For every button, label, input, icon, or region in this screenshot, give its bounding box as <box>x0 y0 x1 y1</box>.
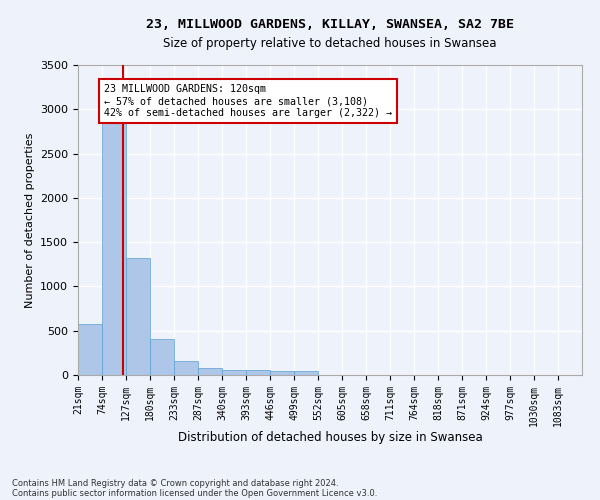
Text: Contains HM Land Registry data © Crown copyright and database right 2024.: Contains HM Land Registry data © Crown c… <box>12 478 338 488</box>
Text: Contains public sector information licensed under the Open Government Licence v3: Contains public sector information licen… <box>12 488 377 498</box>
Text: 23, MILLWOOD GARDENS, KILLAY, SWANSEA, SA2 7BE: 23, MILLWOOD GARDENS, KILLAY, SWANSEA, S… <box>146 18 514 30</box>
Bar <box>270 371 294 375</box>
Bar <box>222 370 246 375</box>
Bar <box>174 362 198 375</box>
X-axis label: Distribution of detached houses by size in Swansea: Distribution of detached houses by size … <box>178 432 482 444</box>
Bar <box>198 368 222 375</box>
Bar <box>102 116 126 375</box>
Bar <box>126 258 150 375</box>
Bar <box>150 338 174 375</box>
Bar <box>246 370 270 375</box>
Text: 23 MILLWOOD GARDENS: 120sqm
← 57% of detached houses are smaller (3,108)
42% of : 23 MILLWOOD GARDENS: 120sqm ← 57% of det… <box>104 84 392 117</box>
Y-axis label: Number of detached properties: Number of detached properties <box>25 132 35 308</box>
Text: Size of property relative to detached houses in Swansea: Size of property relative to detached ho… <box>163 38 497 51</box>
Bar <box>78 324 102 375</box>
Bar <box>294 372 318 375</box>
